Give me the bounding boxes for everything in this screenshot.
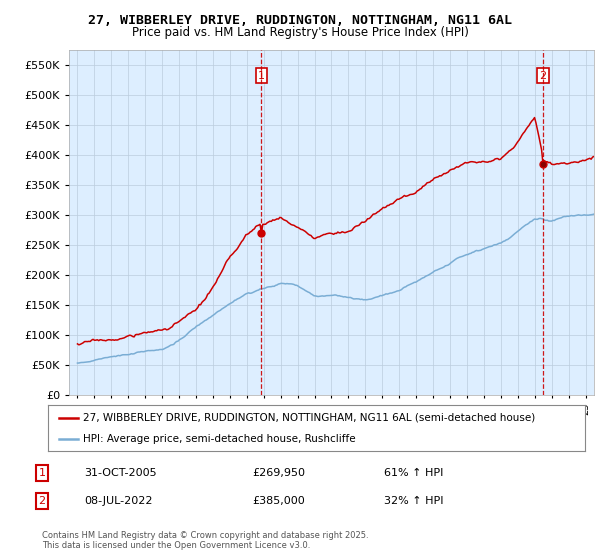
Text: Price paid vs. HM Land Registry's House Price Index (HPI): Price paid vs. HM Land Registry's House …: [131, 26, 469, 39]
Text: 27, WIBBERLEY DRIVE, RUDDINGTON, NOTTINGHAM, NG11 6AL: 27, WIBBERLEY DRIVE, RUDDINGTON, NOTTING…: [88, 14, 512, 27]
Text: HPI: Average price, semi-detached house, Rushcliffe: HPI: Average price, semi-detached house,…: [83, 434, 356, 444]
Text: 27, WIBBERLEY DRIVE, RUDDINGTON, NOTTINGHAM, NG11 6AL (semi-detached house): 27, WIBBERLEY DRIVE, RUDDINGTON, NOTTING…: [83, 413, 535, 423]
Text: Contains HM Land Registry data © Crown copyright and database right 2025.
This d: Contains HM Land Registry data © Crown c…: [42, 531, 368, 550]
Text: 32% ↑ HPI: 32% ↑ HPI: [384, 496, 443, 506]
Text: £385,000: £385,000: [252, 496, 305, 506]
Text: 61% ↑ HPI: 61% ↑ HPI: [384, 468, 443, 478]
Text: £269,950: £269,950: [252, 468, 305, 478]
Text: 08-JUL-2022: 08-JUL-2022: [84, 496, 152, 506]
Text: 31-OCT-2005: 31-OCT-2005: [84, 468, 157, 478]
Text: 1: 1: [258, 71, 265, 81]
Text: 2: 2: [38, 496, 46, 506]
Text: 2: 2: [539, 71, 547, 81]
Text: 1: 1: [38, 468, 46, 478]
